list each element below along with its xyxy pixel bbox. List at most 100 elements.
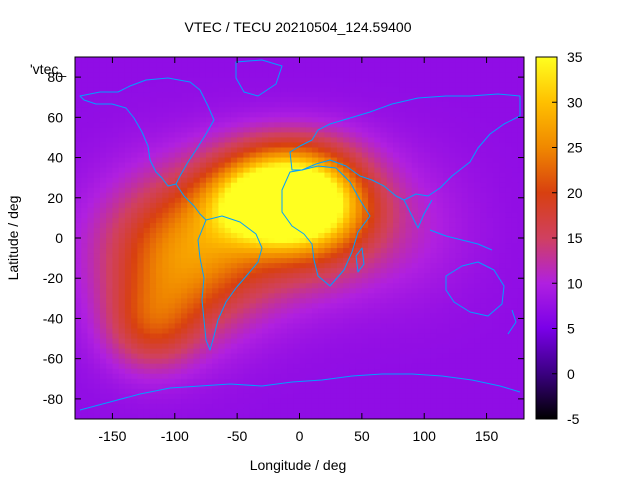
heatmap-cell	[411, 343, 419, 350]
heatmap-cell	[393, 368, 400, 375]
heatmap-cell	[330, 258, 338, 264]
heatmap-cell	[237, 77, 244, 83]
heatmap-cell	[280, 207, 288, 214]
heatmap-cell	[361, 348, 369, 355]
heatmap-cell	[318, 122, 326, 128]
heatmap-cell	[336, 72, 344, 78]
heatmap-cell	[511, 248, 519, 254]
heatmap-cell	[99, 353, 107, 360]
heatmap-cell	[442, 77, 450, 83]
heatmap-cell	[517, 157, 524, 164]
heatmap-cell	[168, 343, 176, 350]
heatmap-cell	[274, 308, 282, 315]
heatmap-cell	[243, 383, 251, 390]
heatmap-cell	[299, 248, 307, 254]
heatmap-cell	[156, 338, 163, 345]
heatmap-cell	[230, 232, 238, 239]
heatmap-cell	[174, 323, 182, 330]
heatmap-cell	[349, 232, 357, 239]
heatmap-cell	[349, 137, 357, 144]
heatmap-cell	[268, 82, 276, 88]
heatmap-cell	[305, 182, 313, 189]
heatmap-cell	[287, 217, 294, 224]
heatmap-cell	[499, 318, 506, 325]
heatmap-cell	[424, 232, 432, 239]
heatmap-cell	[230, 268, 238, 274]
heatmap-cell	[93, 197, 101, 204]
heatmap-cell	[93, 177, 101, 184]
heatmap-cell	[393, 398, 400, 405]
heatmap-cell	[430, 177, 438, 184]
heatmap-cell	[75, 67, 82, 73]
heatmap-cell	[280, 92, 288, 98]
heatmap-cell	[118, 212, 126, 219]
heatmap-cell	[106, 87, 114, 93]
heatmap-cell	[137, 117, 145, 123]
heatmap-cell	[361, 298, 369, 304]
heatmap-cell	[417, 97, 425, 103]
heatmap-cell	[436, 217, 444, 224]
heatmap-cell	[349, 353, 357, 360]
heatmap-cell	[330, 318, 338, 325]
heatmap-cell	[212, 363, 220, 370]
heatmap-cell	[106, 182, 114, 189]
heatmap-cell	[143, 358, 151, 365]
heatmap-cell	[417, 283, 425, 289]
heatmap-cell	[449, 393, 457, 400]
heatmap-cell	[511, 122, 519, 128]
heatmap-cell	[156, 348, 163, 355]
heatmap-cell	[368, 258, 375, 264]
heatmap-cell	[393, 313, 400, 320]
heatmap-cell	[174, 388, 182, 395]
heatmap-cell	[361, 122, 369, 128]
heatmap-cell	[368, 117, 375, 123]
heatmap-cell	[99, 87, 107, 93]
heatmap-cell	[249, 238, 257, 244]
heatmap-cell	[380, 348, 388, 355]
heatmap-cell	[143, 388, 151, 395]
heatmap-cell	[486, 263, 494, 269]
heatmap-cell	[480, 177, 488, 184]
heatmap-cell	[168, 288, 176, 294]
heatmap-cell	[112, 333, 120, 340]
heatmap-cell	[417, 388, 425, 395]
heatmap-cell	[99, 212, 107, 219]
heatmap-cell	[137, 248, 145, 254]
heatmap-cell	[187, 258, 195, 264]
heatmap-cell	[249, 152, 257, 159]
heatmap-cell	[311, 363, 319, 370]
heatmap-cell	[237, 278, 244, 284]
heatmap-cell	[99, 137, 107, 144]
heatmap-cell	[93, 313, 101, 320]
heatmap-cell	[305, 378, 313, 385]
heatmap-cell	[330, 333, 338, 340]
heatmap-cell	[436, 258, 444, 264]
heatmap-cell	[305, 62, 313, 68]
heatmap-cell	[374, 293, 382, 299]
heatmap-cell	[181, 308, 188, 315]
heatmap-cell	[187, 117, 195, 123]
heatmap-cell	[137, 167, 145, 174]
heatmap-cell	[417, 303, 425, 309]
heatmap-cell	[368, 202, 375, 209]
heatmap-cell	[99, 373, 107, 380]
heatmap-cell	[517, 167, 524, 174]
heatmap-cell	[87, 72, 95, 78]
heatmap-cell	[205, 293, 213, 299]
heatmap-cell	[430, 288, 438, 294]
heatmap-cell	[212, 62, 220, 68]
heatmap-cell	[330, 268, 338, 274]
heatmap-cell	[461, 283, 469, 289]
heatmap-cell	[492, 197, 500, 204]
heatmap-cell	[311, 253, 319, 259]
heatmap-cell	[361, 273, 369, 279]
heatmap-cell	[386, 348, 394, 355]
heatmap-cell	[218, 232, 226, 239]
heatmap-cell	[81, 398, 89, 405]
heatmap-cell	[280, 318, 288, 325]
heatmap-cell	[131, 288, 138, 294]
heatmap-cell	[505, 293, 513, 299]
heatmap-cell	[156, 323, 163, 330]
heatmap-cell	[255, 338, 263, 345]
heatmap-cell	[280, 323, 288, 330]
